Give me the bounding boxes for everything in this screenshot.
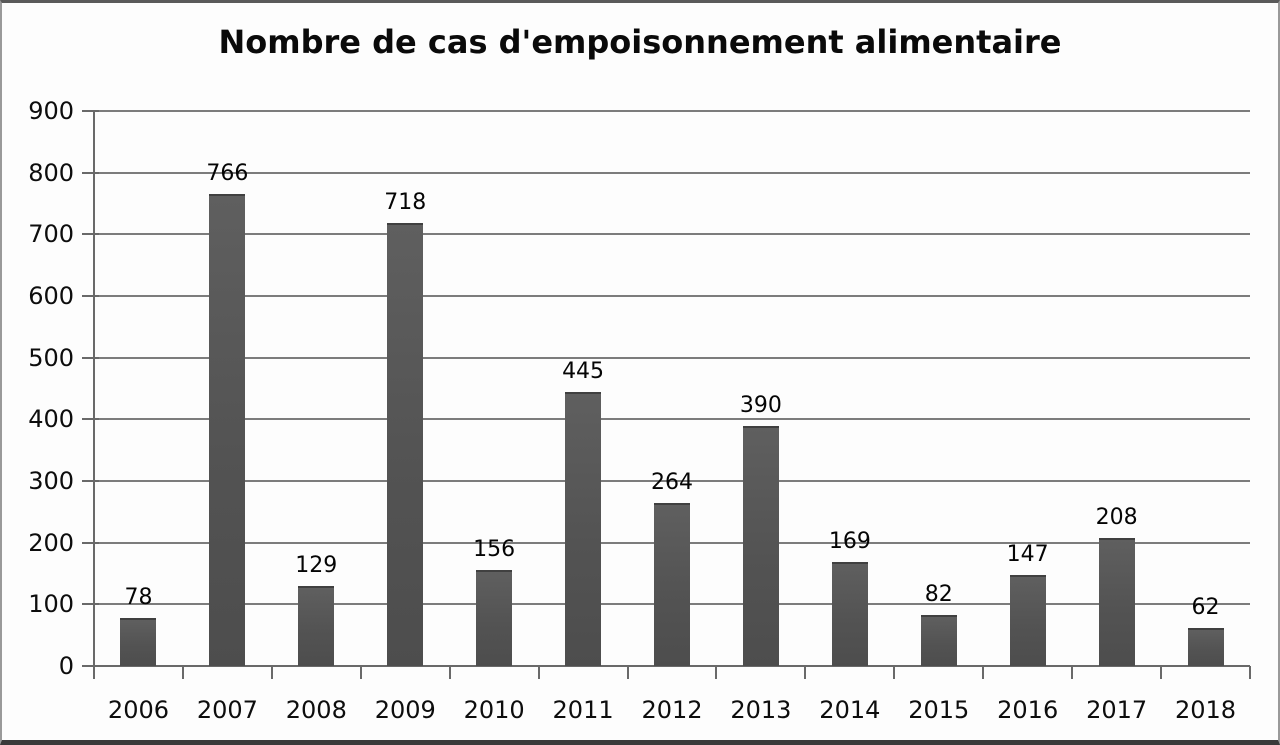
bar-value-label: 264: [650, 470, 693, 496]
y-axis-tick: [82, 541, 99, 544]
bar: [920, 615, 957, 666]
bar-value-label: 78: [124, 584, 153, 610]
y-tick-label: 700: [28, 220, 74, 249]
bar-value-label: 390: [739, 392, 782, 418]
bar: [742, 425, 779, 666]
y-axis-tick: [82, 171, 99, 174]
bar: [209, 193, 246, 666]
y-axis-tick: [82, 603, 99, 606]
bar-slot: 766 2007: [183, 111, 272, 724]
y-axis-tick: [82, 418, 99, 421]
bar-slot: 390 2013: [716, 111, 805, 725]
bar-slot: 78 2006: [94, 111, 183, 724]
y-tick-label: 200: [28, 528, 74, 557]
bar: [1098, 537, 1135, 666]
bar-slot: 445 2011: [539, 111, 628, 724]
x-tick-label: 2009: [374, 696, 436, 724]
x-tick-label: 2018: [1174, 696, 1237, 724]
bar-slot: 156 2010: [450, 111, 539, 724]
y-tick-label: 800: [28, 158, 74, 187]
x-axis-tick: [537, 666, 540, 679]
y-gridline: [94, 171, 1250, 174]
y-axis-tick: [82, 295, 99, 297]
bar-value-label: 208: [1095, 504, 1138, 530]
bar-value-label: 169: [828, 528, 871, 554]
bar-value-label: 129: [295, 553, 338, 579]
bar-value-label: 156: [473, 536, 516, 562]
bar: [387, 223, 424, 666]
bar-value-label: 445: [562, 358, 605, 384]
y-tick-label: 0: [58, 652, 74, 680]
x-axis-tick: [626, 666, 629, 679]
x-axis-tick: [715, 666, 718, 679]
x-tick-label: 2015: [908, 696, 970, 724]
y-axis-tick: [82, 233, 99, 236]
x-axis-tick: [270, 666, 273, 679]
x-tick-label: 2013: [730, 696, 792, 724]
x-tick-label: 2007: [196, 696, 258, 724]
y-gridline: [94, 110, 1250, 112]
y-gridline: [94, 233, 1250, 236]
x-axis-tick: [804, 666, 807, 679]
x-axis-tick: [359, 666, 362, 679]
x-axis-tick: [1160, 666, 1163, 679]
bar: [653, 503, 690, 666]
y-axis-tick: [82, 480, 99, 482]
bar-slot: 208 2017: [1072, 111, 1161, 724]
bar-slot: 82 2015: [894, 111, 983, 724]
bar: [1009, 575, 1046, 666]
bar-value-label: 766: [206, 160, 249, 186]
y-tick-label: 400: [28, 405, 74, 434]
y-gridline: [94, 480, 1250, 482]
y-axis-line: [93, 111, 95, 679]
bar: [298, 586, 335, 666]
x-axis-tick: [448, 666, 451, 679]
y-axis-tick: [82, 110, 99, 112]
bar: [1187, 627, 1224, 666]
x-tick-label: 2012: [641, 696, 703, 724]
x-tick-label: 2011: [552, 696, 614, 724]
x-axis-tick: [181, 666, 184, 679]
y-gridline: [94, 295, 1250, 297]
y-tick-label: 900: [28, 97, 74, 125]
x-tick-label: 2017: [1086, 696, 1148, 724]
bar-slot: 62 2018: [1161, 111, 1250, 724]
bar-value-label: 62: [1191, 594, 1220, 620]
bar: [476, 569, 513, 666]
y-tick-label: 100: [28, 590, 74, 619]
x-tick-label: 2006: [107, 696, 169, 724]
y-gridline: [94, 356, 1250, 359]
x-axis-tick: [893, 666, 896, 679]
bar-slot: 264 2012: [628, 111, 717, 724]
y-tick-label: 300: [28, 467, 74, 495]
x-axis-tick: [1071, 666, 1074, 679]
y-axis-tick: [82, 356, 99, 359]
x-axis-line: [82, 665, 1250, 667]
bar-slot: 147 2016: [983, 111, 1072, 724]
bar: [565, 391, 602, 666]
bar-value-label: 82: [924, 582, 953, 608]
y-gridline: [94, 418, 1250, 421]
plot-area: 0 100 200 300 400 500 600 700 800 900 78 2006 766 200…: [28, 97, 1251, 725]
x-axis-tick: [1249, 666, 1251, 679]
bar: [120, 617, 157, 666]
bar-slot: 718 2009: [361, 111, 450, 724]
bar-value-label: 718: [384, 190, 427, 216]
y-tick-label: 500: [28, 343, 74, 372]
x-axis-tick: [982, 666, 985, 679]
bar-value-label: 147: [1006, 542, 1049, 568]
y-tick-label: 600: [28, 282, 74, 310]
bar-slot: 129 2008: [272, 111, 361, 724]
bar: [831, 561, 868, 666]
x-tick-label: 2008: [285, 696, 347, 724]
x-tick-label: 2016: [997, 696, 1059, 724]
chart-title: Nombre de cas d'empoisonnement alimentai…: [218, 23, 1062, 61]
bar-slot: 169 2014: [805, 111, 894, 724]
x-tick-label: 2010: [463, 696, 525, 724]
x-tick-label: 2014: [819, 696, 881, 724]
